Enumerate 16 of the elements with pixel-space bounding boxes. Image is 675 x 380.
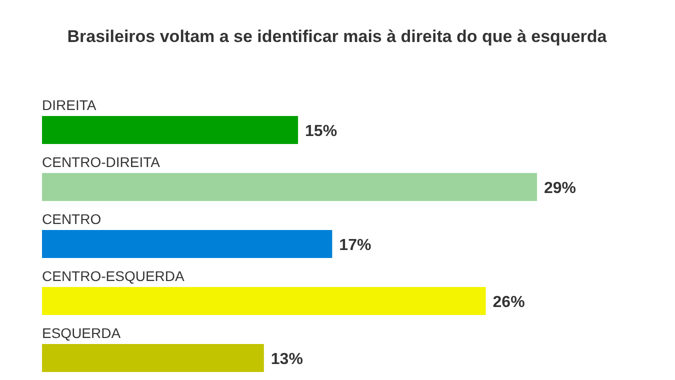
data-label: 15% [305, 123, 338, 140]
data-label: 26% [492, 294, 525, 311]
y-tick-label: CENTRO [42, 211, 102, 227]
bar [42, 173, 537, 201]
y-tick-label: DIREITA [42, 97, 97, 113]
chart-title: Brasileiros voltam a se identificar mais à direita do que à esquerda [67, 27, 608, 46]
data-label: 17% [339, 237, 372, 254]
bar [42, 230, 332, 258]
bar [42, 287, 486, 315]
y-tick-label: ESQUERDA [42, 325, 122, 341]
bar [42, 116, 298, 144]
data-label: 29% [544, 180, 576, 197]
y-tick-label: CENTRO-ESQUERDA [42, 268, 186, 284]
bar [42, 344, 264, 372]
y-tick-label: CENTRO-DIREITA [42, 154, 161, 170]
data-label: 13% [270, 351, 303, 368]
